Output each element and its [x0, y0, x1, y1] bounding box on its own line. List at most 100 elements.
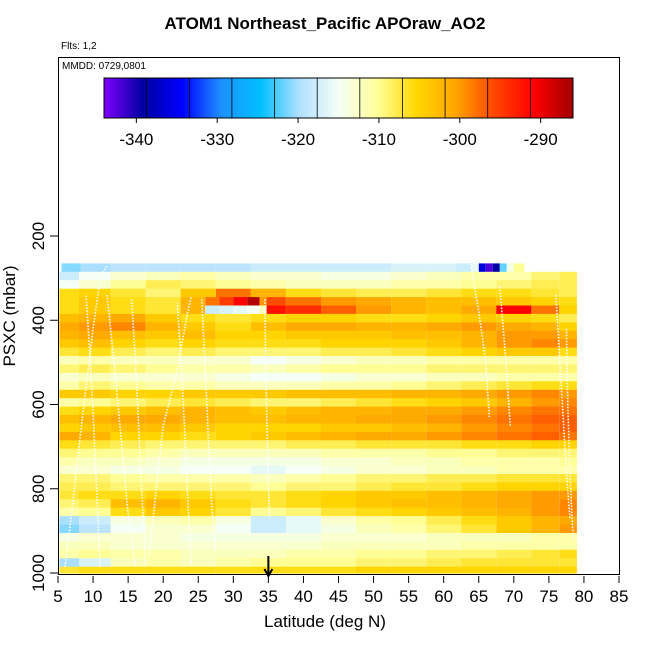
heat-cell: [145, 339, 181, 349]
x-tick-label: 65: [469, 587, 488, 606]
heat-cell: [79, 490, 111, 500]
heat-cell: [426, 406, 462, 416]
heat-cell: [461, 507, 497, 517]
heat-cell: [145, 372, 181, 382]
x-tick-label: 30: [224, 587, 243, 606]
heat-cell: [356, 507, 392, 517]
heat-cell: [496, 448, 532, 458]
heat-cell: [531, 448, 560, 458]
heat-cell: [531, 339, 560, 349]
heat-cell: [496, 431, 532, 441]
heat-cell: [285, 305, 321, 315]
heat-cell: [559, 549, 577, 559]
heat-cell: [496, 280, 532, 290]
heat-cell: [285, 322, 321, 332]
y-tick-label: 1000: [29, 554, 48, 592]
heat-cell: [461, 499, 497, 509]
heat-cell: [145, 499, 181, 509]
heat-cell: [496, 297, 532, 306]
heat-cell: [391, 330, 427, 340]
heat-cell: [471, 263, 479, 273]
heat-cell: [426, 271, 462, 281]
heat-cell: [180, 347, 216, 357]
heat-cell: [426, 465, 462, 475]
heat-cell: [461, 549, 497, 559]
heat-cell: [247, 305, 260, 315]
heat-cell: [461, 541, 497, 551]
heat-cell: [356, 431, 392, 441]
heat-cell: [145, 448, 181, 458]
heat-cell: [180, 465, 216, 475]
heat-cell: [356, 288, 392, 298]
heat-cell: [356, 263, 392, 273]
heat-cell: [321, 448, 357, 458]
heat-cell: [215, 482, 251, 492]
heat-cell: [426, 541, 462, 551]
heat-cell: [531, 330, 560, 340]
heat-cell: [426, 381, 462, 391]
heat-cell: [531, 533, 560, 542]
heat-cell: [285, 381, 321, 391]
heat-cell: [250, 482, 286, 492]
heat-cell: [79, 305, 111, 315]
heat-cell: [391, 356, 427, 365]
heat-cell: [110, 356, 146, 365]
heat-cell: [59, 474, 79, 483]
heat-cell: [356, 381, 392, 391]
x-tick-label: 75: [539, 587, 558, 606]
heat-cell: [321, 524, 357, 534]
heat-cell: [356, 499, 392, 509]
heat-cell: [285, 549, 321, 559]
heat-cell: [285, 457, 321, 467]
heat-cell: [110, 482, 146, 492]
heat-cell: [180, 558, 216, 568]
heat-cell: [180, 339, 216, 349]
heat-cell: [559, 297, 577, 306]
heat-cell: [356, 524, 392, 534]
heat-cell: [59, 271, 79, 281]
heat-cell: [110, 490, 146, 500]
heat-cell: [59, 541, 79, 551]
heat-cell: [285, 431, 321, 441]
heat-cell: [215, 415, 251, 424]
heat-cell: [59, 280, 79, 290]
latitude-marker-arrow-head: [263, 568, 274, 579]
flight-profile-line: [130, 299, 147, 565]
heat-cell: [496, 465, 532, 475]
heat-cell: [145, 549, 181, 559]
heat-cell: [461, 423, 497, 433]
heat-cell: [356, 440, 392, 450]
heat-cell: [59, 490, 79, 500]
heat-cell: [79, 330, 111, 340]
heat-cell: [426, 474, 462, 483]
heat-cell: [391, 406, 427, 416]
flight-profile-line: [467, 240, 491, 418]
heat-cell: [110, 313, 146, 323]
heat-cell: [461, 490, 497, 500]
heat-cell: [59, 330, 79, 340]
heat-cell: [559, 372, 577, 382]
heat-cell: [531, 288, 560, 298]
heat-cell: [145, 313, 181, 323]
heat-cell: [110, 322, 146, 332]
heat-cell: [110, 389, 146, 399]
heat-cell: [496, 490, 532, 500]
heat-cell: [215, 507, 251, 517]
heat-cell: [531, 415, 560, 424]
heat-cell: [559, 322, 577, 332]
heat-cell: [426, 533, 462, 542]
heat-cell: [285, 263, 321, 273]
heat-cell: [531, 423, 560, 433]
heat-cell: [59, 516, 79, 525]
heat-cell: [59, 406, 79, 416]
heat-cell: [391, 372, 427, 382]
heat-cell: [426, 431, 462, 441]
heat-cell: [250, 549, 286, 559]
heat-cell: [559, 448, 577, 458]
heat-cell: [321, 474, 357, 483]
heat-cell: [215, 406, 251, 416]
colorbar-tick-label: -330: [200, 130, 234, 149]
heat-cell: [559, 305, 577, 315]
flight-profiles: [64, 240, 575, 567]
